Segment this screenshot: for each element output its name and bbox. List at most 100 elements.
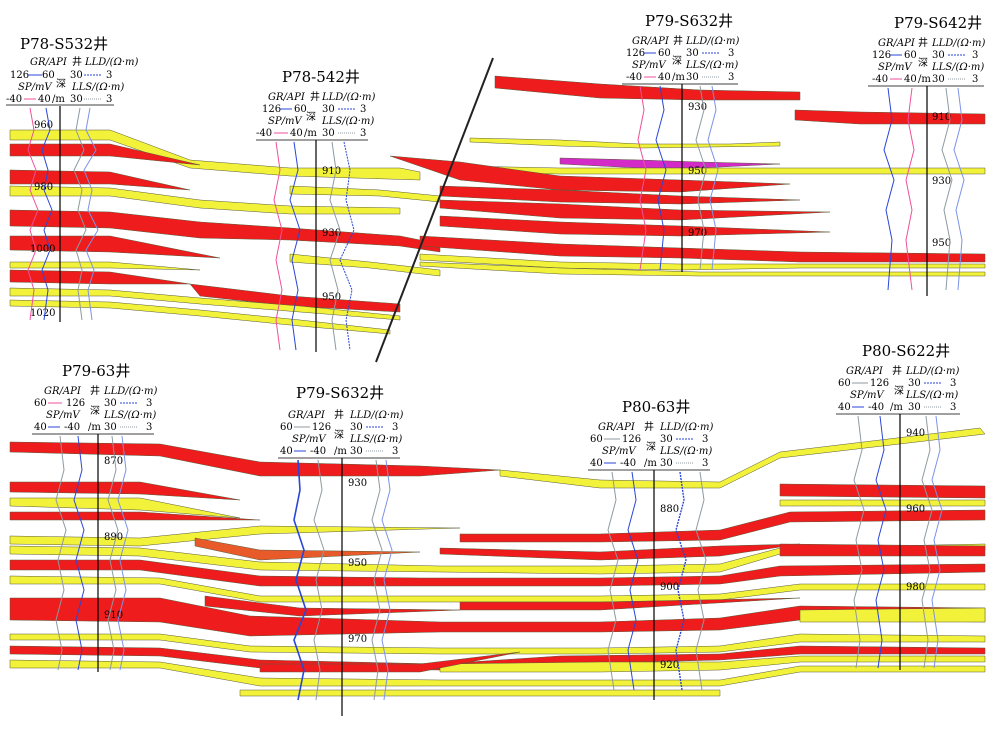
sp-max: -40 [64, 422, 80, 433]
header-gr-label: GR/API [268, 92, 306, 103]
lld-max: 3 [146, 398, 152, 409]
depth-unit: /m [304, 128, 317, 139]
header-well-label: 井 [310, 90, 320, 103]
lls-min: 30 [686, 72, 699, 83]
gr-curve [313, 459, 325, 701]
sp-min: -40 [6, 94, 22, 105]
sp-curve [905, 87, 915, 291]
sp-max: -40 [310, 446, 326, 457]
gr-curve [853, 415, 865, 669]
gr-min: 60 [838, 378, 851, 389]
depth-tick-label: 950 [688, 166, 707, 177]
lld-min: 30 [932, 50, 945, 61]
well-p80-s622: P80-S622井 GR/API 井 LLD/(Ω·m) 60 126 30 3… [836, 342, 960, 670]
sandbody-yellow [9, 261, 201, 271]
header-lls-label: LLS/(Ω·m) [685, 60, 738, 71]
sp-max: 40 [38, 94, 51, 105]
depth-tick-label: 960 [906, 504, 925, 515]
depth-tick-label: 950 [322, 292, 341, 303]
depth-tick-label: 940 [906, 428, 925, 439]
lld-min: 30 [322, 104, 335, 115]
header-depth-label: 深 [918, 57, 928, 69]
lld-min: 30 [104, 398, 117, 409]
well-p79-63: P79-63井 GR/API 井 LLD/(Ω·m) 60 126 30 3 S… [32, 362, 158, 672]
gr-min: 126 [626, 48, 645, 59]
sandbody-yellow [499, 427, 986, 489]
gr-max: 60 [904, 50, 917, 61]
gr-min: 60 [590, 434, 603, 445]
sp-max: 40 [290, 128, 303, 139]
header-depth-label: 深 [306, 111, 316, 123]
sp-curve [627, 471, 639, 691]
sandbody-yellow [289, 185, 441, 203]
well-p79-s642: P79-S642井 GR/API 井 LLD/(Ω·m) 126 60 30 3… [868, 14, 986, 296]
lld-curve [381, 459, 393, 701]
header-sp-label: SP/mV [18, 82, 53, 93]
lld-max: 3 [360, 104, 366, 115]
sandbody-yellow [9, 129, 421, 181]
depth-tick-label: 870 [104, 456, 123, 467]
header-sp-label: SP/mV [850, 390, 885, 401]
header-lld-label: LLD/(Ω·m) [659, 422, 714, 433]
lls-max: 3 [360, 128, 366, 139]
lls-min: 30 [660, 458, 673, 469]
header-gr-label: GR/API [44, 386, 82, 397]
sp-curve [73, 435, 85, 671]
sandbody-yellow [239, 689, 721, 697]
sandbody-yellow [419, 261, 986, 277]
sandbody-red [494, 75, 801, 101]
lld-curve [931, 415, 943, 669]
sandbody-yellow [419, 253, 986, 271]
sandbody-yellow [9, 575, 986, 603]
header-lld-label: LLD/(Ω·m) [931, 38, 986, 49]
sp-curve [273, 141, 283, 351]
depth-unit: /m [890, 402, 903, 413]
header-sp-label: SP/mV [46, 410, 81, 421]
header-lld-label: LLD/(Ω·m) [103, 386, 158, 397]
depth-unit: /m [52, 94, 65, 105]
sandbody-red [9, 481, 241, 501]
header-lls-label: LLS/(Ω·m) [103, 410, 156, 421]
header-lld-label: LLD/(Ω·m) [685, 36, 740, 47]
sandbody-yellow [779, 499, 986, 507]
depth-tick-label: 950 [348, 558, 367, 569]
sp-min: 40 [280, 446, 293, 457]
depth-tick-label: 980 [906, 582, 925, 593]
lld-curve [675, 471, 687, 691]
gr-curve [607, 471, 619, 691]
depth-unit: /m [918, 74, 931, 85]
lld-max: 3 [392, 422, 398, 433]
gr-max: 126 [870, 378, 889, 389]
well-p79-s632-top: P79-S632井 GR/API 井 LLD/(Ω·m) 126 60 30 3… [622, 12, 740, 272]
sandbody-yellow [9, 633, 986, 655]
sandbody-yellow [9, 287, 401, 321]
well-p78-s532: P78-S532井 GR/API 井 LLD/(Ω·m) 126 60 30 3… [6, 35, 139, 322]
sandbody-red [259, 651, 521, 673]
sandbody-red [779, 543, 986, 557]
header-well-label: 井 [918, 36, 928, 49]
sp-curve [293, 459, 307, 701]
sp-min: 40 [34, 422, 47, 433]
gr-min: 126 [872, 50, 891, 61]
depth-tick-label: 970 [348, 634, 367, 645]
header-gr-label: GR/API [878, 38, 916, 49]
sandbody-red [9, 645, 986, 671]
well-title: P80-S622井 [862, 342, 950, 360]
sandbody-yellow [9, 659, 986, 687]
bottom-section-sandbodies [9, 427, 986, 697]
gr-min: 60 [280, 422, 293, 433]
sandbody-magenta [559, 157, 781, 169]
lls-min: 30 [932, 74, 945, 85]
lld-min: 30 [908, 378, 921, 389]
header-well-label: 井 [334, 408, 344, 421]
lld-curve [117, 435, 129, 671]
header-well-label: 井 [892, 364, 902, 377]
depth-tick-label: 900 [660, 582, 679, 593]
sp-curve [27, 107, 39, 321]
sandbody-yellow [469, 137, 781, 149]
header-well-label: 井 [72, 55, 82, 68]
depth-unit: /m [88, 422, 101, 433]
sandbody-yellow [439, 655, 986, 673]
depth-tick-label: 980 [34, 182, 53, 193]
gr-max: 126 [66, 398, 85, 409]
